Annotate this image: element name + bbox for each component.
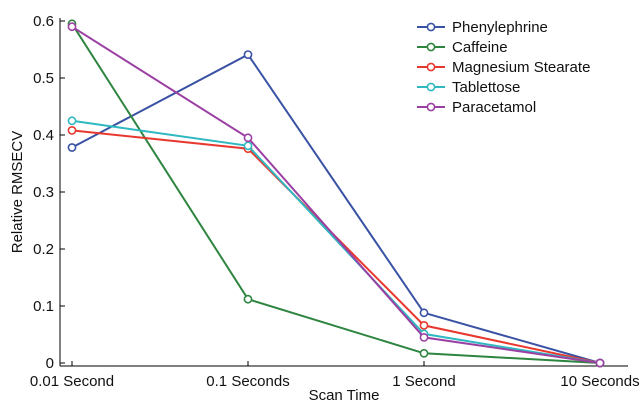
y-tick-label: 0.5 [33,70,54,87]
y-tick-label: 0.4 [33,127,54,144]
y-tick-label: 0.1 [33,298,54,315]
series-paracetamol [67,22,605,368]
series-magnesium-stearate [67,125,605,368]
series-line [71,53,601,364]
data-point [243,294,253,304]
data-point [243,133,253,143]
data-point [67,22,77,32]
data-point [419,332,429,342]
legend-swatch-marker [426,82,436,92]
legend-entry: Tablettose [417,79,520,96]
series-line [71,23,601,364]
series-line [71,129,601,364]
legend-entry: Magnesium Stearate [417,59,590,76]
series-tablettose [67,116,605,368]
x-tick-label: 1 Second [392,373,455,390]
legend-swatch-marker [426,62,436,72]
legend-entry: Paracetamol [417,99,536,116]
data-point [67,125,77,135]
legend: Phenylephrine Caffeine Magnesium Stearate T… [417,19,590,116]
series-line [71,25,601,364]
data-point [243,141,253,151]
legend-swatch-marker [426,42,436,52]
x-axis-title: Scan Time [309,387,380,402]
y-axis-title: Relative RMSECV [9,131,26,254]
y-tick-label: 0.6 [33,13,54,30]
data-point [419,308,429,318]
data-point [67,116,77,126]
legend-label: Phenylephrine [452,19,548,36]
legend-entry: Caffeine [417,39,508,56]
series-line [71,119,601,364]
y-tick-label: 0 [46,355,54,372]
legend-entry: Phenylephrine [417,19,548,36]
legend-label: Caffeine [452,39,508,56]
legend-label: Magnesium Stearate [452,59,590,76]
y-tick-label: 0.2 [33,241,54,258]
data-point [67,143,77,152]
data-point [243,50,253,59]
y-tick-label: 0.3 [33,184,54,201]
data-point [595,358,605,368]
data-point [419,320,429,330]
axes: 0 0.1 0.2 0.3 0.4 0.5 0.6 0.01 Second 0.1 Second… [30,13,640,390]
x-tick-label: 0.01 Second [30,373,114,390]
legend-label: Paracetamol [452,99,536,116]
data-point [419,348,429,358]
legend-swatch-marker [426,102,436,112]
x-tick-label: 10 Seconds [560,373,639,390]
legend-label: Tablettose [452,79,520,96]
series-lines [67,19,605,368]
x-tick-label: 0.1 Seconds [206,373,289,390]
legend-swatch-marker [426,22,436,32]
